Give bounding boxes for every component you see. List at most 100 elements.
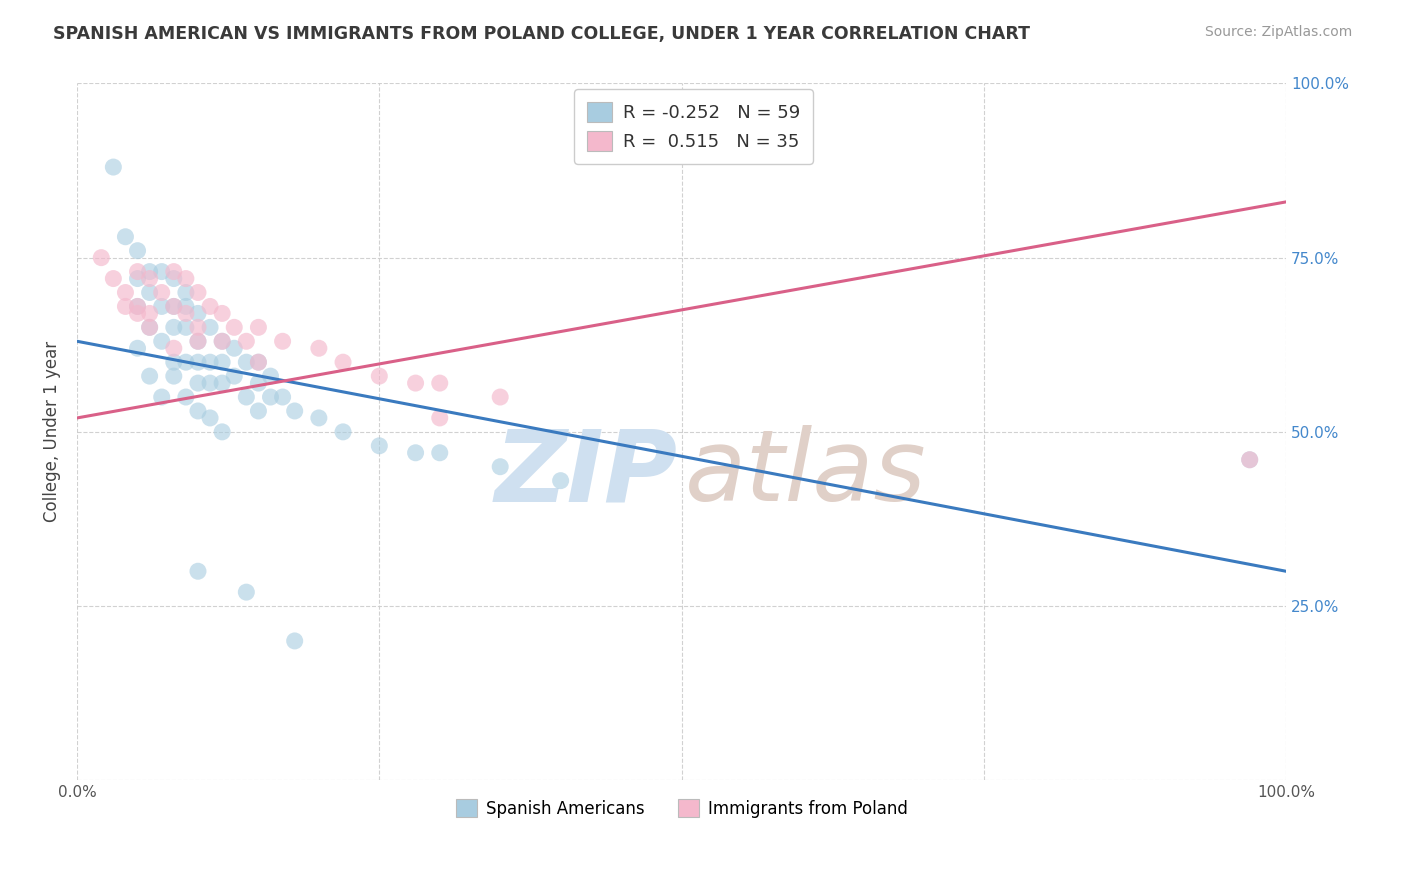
Point [271,390,294,404]
Point [271,334,294,349]
Point [489,390,512,404]
Point [198,300,221,314]
Point [127,271,149,285]
Point [174,300,197,314]
Point [284,634,307,648]
Point [103,160,125,174]
Legend: Spanish Americans, Immigrants from Poland: Spanish Americans, Immigrants from Polan… [449,792,914,824]
Point [224,369,246,384]
Point [1239,452,1261,467]
Point [187,320,209,334]
Point [429,376,451,390]
Point [224,341,246,355]
Point [138,306,160,320]
Point [235,355,257,369]
Point [247,320,270,334]
Point [163,300,186,314]
Point [163,341,186,355]
Point [211,306,233,320]
Point [114,229,136,244]
Point [187,334,209,349]
Point [332,355,354,369]
Point [308,341,330,355]
Point [259,369,281,384]
Point [114,285,136,300]
Point [127,306,149,320]
Text: ZIP: ZIP [495,425,678,522]
Point [308,411,330,425]
Point [174,355,197,369]
Point [163,320,186,334]
Point [187,355,209,369]
Point [211,425,233,439]
Point [127,300,149,314]
Point [163,355,186,369]
Point [127,341,149,355]
Point [224,320,246,334]
Point [138,264,160,278]
Point [90,251,112,265]
Point [405,376,427,390]
Point [174,271,197,285]
Point [284,404,307,418]
Point [198,411,221,425]
Point [211,334,233,349]
Point [163,271,186,285]
Point [114,300,136,314]
Point [150,334,173,349]
Point [405,446,427,460]
Point [174,285,197,300]
Point [211,355,233,369]
Point [150,300,173,314]
Point [174,320,197,334]
Point [127,264,149,278]
Point [198,376,221,390]
Point [429,446,451,460]
Point [489,459,512,474]
Point [259,390,281,404]
Point [187,376,209,390]
Point [332,425,354,439]
Point [138,320,160,334]
Point [138,369,160,384]
Point [211,376,233,390]
Point [138,320,160,334]
Point [187,285,209,300]
Point [235,585,257,599]
Point [150,264,173,278]
Point [247,404,270,418]
Point [235,334,257,349]
Point [138,271,160,285]
Point [163,300,186,314]
Point [198,355,221,369]
Point [150,285,173,300]
Point [247,376,270,390]
Point [235,390,257,404]
Point [174,306,197,320]
Point [429,411,451,425]
Point [163,264,186,278]
Point [174,390,197,404]
Text: atlas: atlas [685,425,927,522]
Point [187,564,209,578]
Y-axis label: College, Under 1 year: College, Under 1 year [44,342,60,523]
Point [127,300,149,314]
Point [103,271,125,285]
Point [368,369,391,384]
Point [127,244,149,258]
Point [187,404,209,418]
Point [1239,452,1261,467]
Point [247,355,270,369]
Point [187,334,209,349]
Text: SPANISH AMERICAN VS IMMIGRANTS FROM POLAND COLLEGE, UNDER 1 YEAR CORRELATION CHA: SPANISH AMERICAN VS IMMIGRANTS FROM POLA… [53,25,1031,43]
Point [550,474,572,488]
Point [211,334,233,349]
Point [368,439,391,453]
Point [187,306,209,320]
Point [198,320,221,334]
Point [138,285,160,300]
Point [247,355,270,369]
Text: Source: ZipAtlas.com: Source: ZipAtlas.com [1205,25,1353,39]
Point [163,369,186,384]
Point [150,390,173,404]
